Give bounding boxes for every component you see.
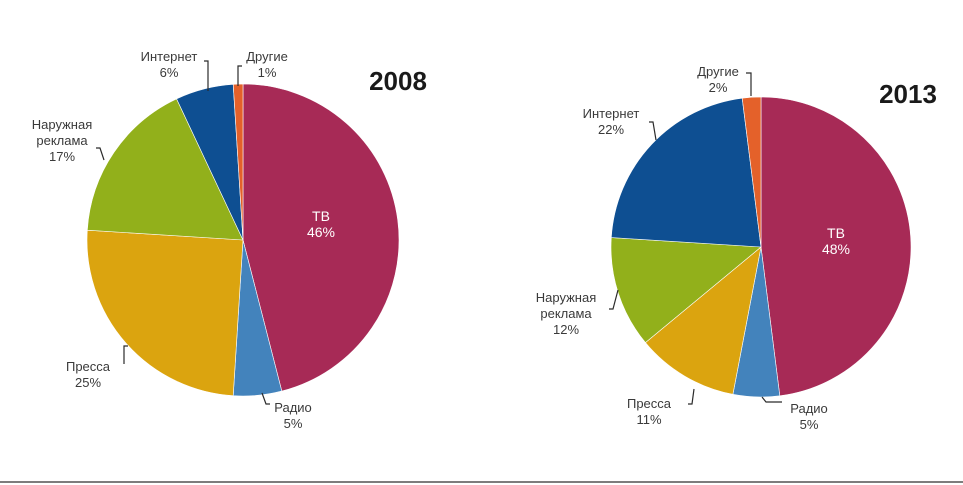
slice-press: [644, 246, 762, 395]
slice-value-label-other: 2%: [709, 80, 728, 95]
slice-name-label-outdoor: Наружная: [536, 290, 597, 305]
leader-line-outdoor: [96, 147, 105, 161]
slice-tv: [242, 83, 400, 392]
slice-value-label-tv: 48%: [822, 241, 850, 257]
slice-outdoor: [86, 98, 244, 241]
slice-name-label-internet: Интернет: [583, 106, 640, 121]
bottom-divider: [0, 481, 963, 483]
chart-title: 2013: [879, 79, 937, 109]
slice-value-label-internet: 22%: [598, 122, 624, 137]
slice-value-label-radio: 5%: [800, 417, 819, 432]
slice-internet: [610, 97, 762, 248]
slice-name-label-outdoor: Наружная: [32, 117, 93, 132]
leader-line-radio: [761, 396, 782, 403]
slice-value-label-tv: 46%: [307, 224, 335, 240]
leader-line-radio: [261, 392, 270, 405]
slice-name-label-press: Пресса: [627, 396, 672, 411]
leader-line-outdoor: [609, 289, 619, 310]
slice-value-label-press: 11%: [636, 412, 661, 427]
slice-name-label-press: Пресса: [66, 359, 111, 374]
slice-name-label-tv: ТВ: [312, 208, 330, 224]
slice-name-label-radio: Радио: [274, 400, 312, 415]
slice-name-label-internet: Интернет: [141, 49, 198, 64]
slice-value-label-internet: 6%: [160, 65, 179, 80]
slice-value-label-other: 1%: [258, 65, 277, 80]
slice-press: [86, 229, 244, 397]
slice-value-label-outdoor: 17%: [49, 149, 75, 164]
leader-line-internet: [649, 121, 657, 141]
leader-line-internet: [204, 60, 209, 91]
slice-name-label-other: Другие: [246, 49, 288, 64]
slice-tv: [760, 96, 912, 397]
slice-name-label-outdoor: реклама: [540, 306, 592, 321]
leader-line-press: [123, 345, 128, 364]
leader-line-press: [688, 388, 695, 405]
leader-line-other: [746, 72, 752, 96]
slice-outdoor: [610, 237, 762, 344]
chart-title: 2008: [369, 66, 427, 96]
slice-value-label-radio: 5%: [284, 416, 303, 431]
slice-name-label-radio: Радио: [790, 401, 828, 416]
slice-value-label-outdoor: 12%: [553, 322, 579, 337]
slice-other: [741, 96, 762, 248]
slice-name-label-other: Другие: [697, 64, 739, 79]
leader-line-other: [237, 65, 242, 86]
slice-value-label-press: 25%: [75, 375, 101, 390]
slice-name-label-tv: ТВ: [827, 225, 845, 241]
slice-name-label-outdoor: реклама: [36, 133, 88, 148]
